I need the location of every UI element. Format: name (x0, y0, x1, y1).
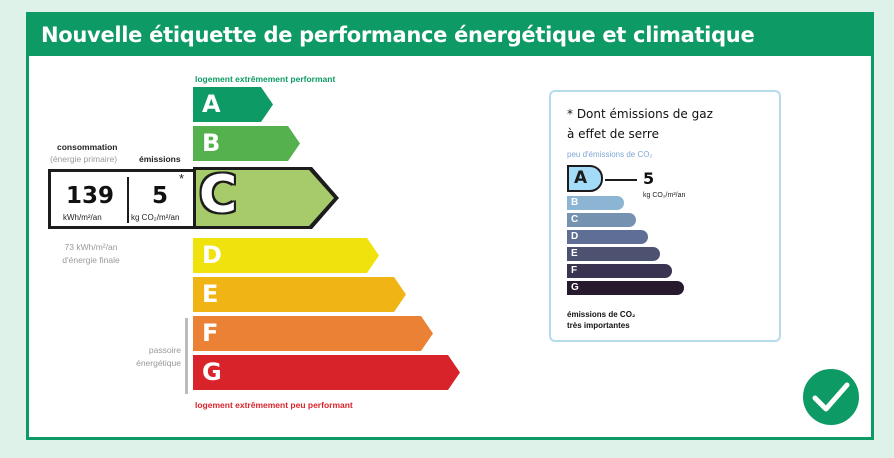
passoire-label: passoire énergétique (136, 345, 181, 368)
energy-class-d: D (193, 238, 379, 273)
energy-class-a: A (193, 87, 273, 122)
passoire-bracket (185, 318, 188, 394)
page-title: Nouvelle étiquette de performance énergé… (29, 15, 871, 56)
ges-title: * Dont émissions de gaz à effet de serre (567, 107, 713, 141)
ges-class-e: E (567, 247, 660, 261)
checkmark-icon (800, 366, 862, 428)
consumption-value: 139 (66, 183, 115, 209)
bottom-note: logement extrêmement peu performant (195, 400, 353, 410)
consumption-label: consommation (57, 142, 118, 152)
consumption-sublabel: (énergie primaire) (50, 154, 118, 164)
ges-class-b: B (567, 196, 624, 210)
ges-value: 5 (643, 169, 655, 188)
emissions-value: 5 (152, 183, 169, 209)
energy-class-e: E (193, 277, 406, 312)
values-box: 139 kWh/m²/an 5 kg CO₂/m²/an (48, 169, 193, 229)
emissions-unit: kg CO₂/m²/an (131, 213, 180, 222)
emissions-label: émissions (139, 154, 181, 164)
ges-class-g: G (567, 281, 684, 295)
top-note: logement extrêmement performant (195, 74, 336, 84)
energy-class-c-fill (196, 170, 334, 226)
ges-pointer-line (605, 179, 637, 181)
ges-class-a-current: A (567, 165, 603, 192)
energy-class-g: G (193, 355, 460, 390)
ges-unit: kg CO₂/m²/an (643, 192, 686, 199)
values-divider (127, 177, 129, 223)
final-energy-label: 73 kWh/m²/an d'énergie finale (62, 242, 120, 265)
asterisk: * (179, 171, 185, 186)
ges-low-label: peu d'émissions de CO₂ (567, 150, 653, 159)
ges-high-label: émissions de CO₂ très importantes (567, 310, 636, 330)
energy-class-c-current: C (193, 167, 339, 229)
consumption-unit: kWh/m²/an (63, 213, 102, 222)
energy-class-f: F (193, 316, 433, 351)
energy-class-c-letter: C (199, 165, 238, 225)
ges-class-f: F (567, 264, 672, 278)
energy-label-card: Nouvelle étiquette de performance énergé… (26, 12, 874, 440)
ges-class-c: C (567, 213, 636, 227)
energy-class-b: B (193, 126, 300, 161)
ges-panel: * Dont émissions de gaz à effet de serre… (549, 90, 781, 342)
ges-class-d: D (567, 230, 648, 244)
